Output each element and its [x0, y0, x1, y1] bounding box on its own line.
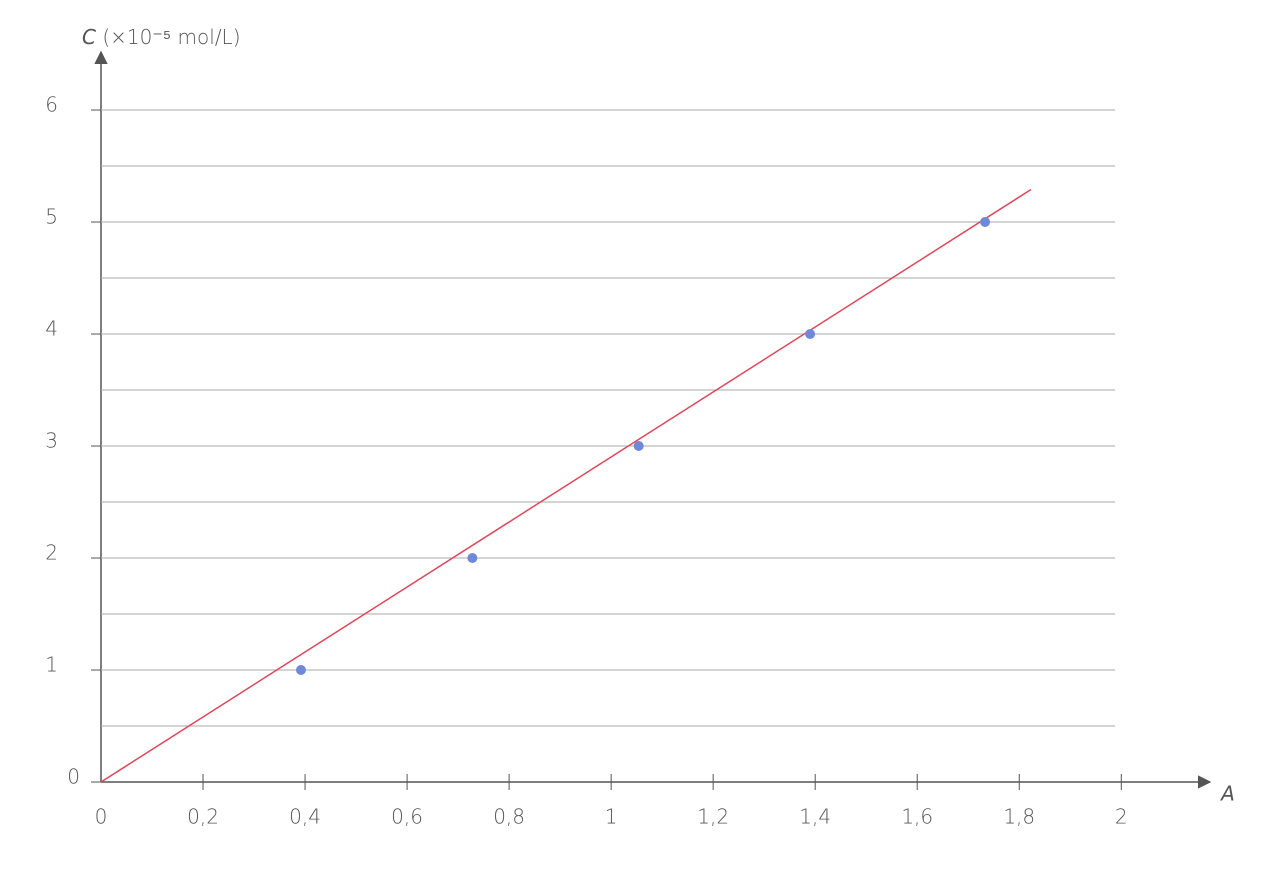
- x-tick-label: 2: [1115, 805, 1128, 829]
- x-tick-label: 0,8: [493, 805, 525, 829]
- x-tick-label: 0,4: [289, 805, 321, 829]
- data-point: [467, 553, 478, 563]
- x-tick-label: 1,2: [697, 805, 729, 829]
- y-axis-label: C (×10⁻⁵ mol/L): [82, 25, 241, 49]
- y-axis-symbol: C: [82, 25, 96, 49]
- x-tick-label: 0,2: [187, 805, 219, 829]
- fit-line: [100, 188, 1032, 783]
- y-axis-unit: (×10⁻⁵ mol/L): [102, 25, 240, 49]
- y-tick-label: 4: [45, 317, 58, 341]
- data-point: [295, 665, 306, 675]
- x-tick-label: 1,4: [799, 805, 831, 829]
- data-point: [633, 441, 644, 451]
- x-tick-label: 1,6: [901, 805, 933, 829]
- y-tick-label: 6: [45, 93, 58, 117]
- y-tick-label: 1: [45, 653, 58, 677]
- x-axis-label: A: [1219, 782, 1235, 806]
- y-tick-label: 3: [45, 429, 58, 453]
- y-tick-label: 2: [45, 541, 58, 565]
- data-point: [980, 217, 991, 227]
- y-tick-label: 0: [67, 765, 80, 789]
- x-tick-label: 0: [95, 805, 108, 829]
- x-tick-label: 1: [605, 805, 618, 829]
- data-point: [805, 329, 816, 339]
- x-tick-label: 0,6: [391, 805, 423, 829]
- x-tick-label: 1,8: [1003, 805, 1035, 829]
- y-tick-label: 5: [45, 205, 58, 229]
